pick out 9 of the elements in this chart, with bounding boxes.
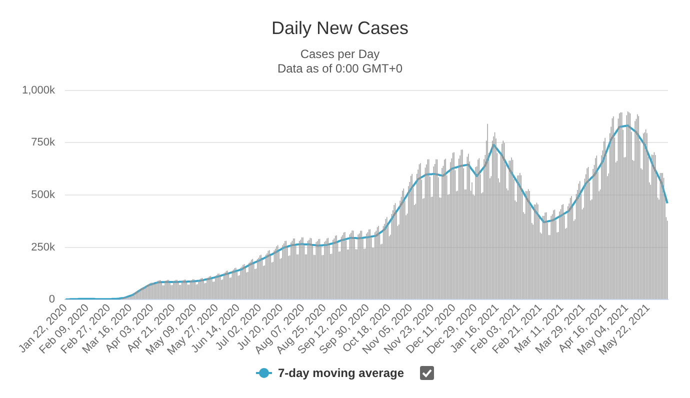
y-tick-label: 0 <box>48 294 56 306</box>
line-series <box>64 126 668 300</box>
chart-subtitle: Cases per Day Data as of 0:00 GMT+0 <box>277 47 403 76</box>
y-tick-label: 750k <box>31 136 56 149</box>
y-tick-label: 1,000k <box>22 84 56 96</box>
y-tick-label: 500k <box>31 189 56 201</box>
legend-label: 7-day moving average <box>278 366 404 380</box>
y-tick-label: 250k <box>31 241 56 254</box>
chart-title: Daily New Cases <box>271 18 409 38</box>
